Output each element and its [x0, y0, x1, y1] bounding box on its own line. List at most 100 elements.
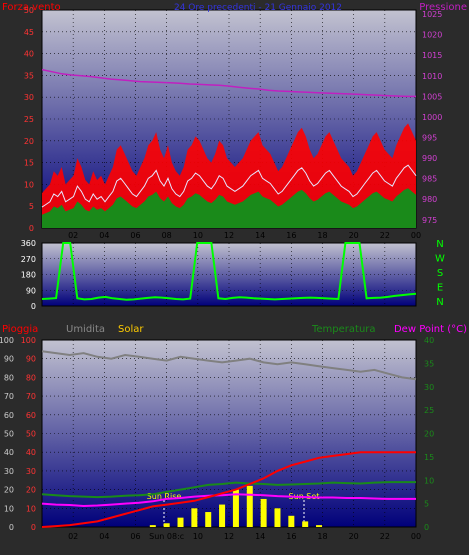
solar-bar — [219, 504, 226, 527]
rain-line — [41, 451, 416, 528]
y-tick-label-direction: 270 — [21, 255, 36, 264]
y-tick-label-humidity: 40 — [4, 448, 14, 457]
y-tick-label-temperature: 35 — [424, 359, 434, 368]
x-tick-label: 12 — [224, 532, 234, 541]
y-tick-label-pressure: 995 — [422, 134, 437, 143]
cardinal-label: W — [435, 254, 445, 265]
x-tick-label: 06 — [130, 231, 140, 240]
y-tick-label-pressure: 1020 — [422, 31, 442, 40]
y-tick-label-wind: 0 — [29, 224, 34, 233]
solar-bar — [163, 523, 170, 527]
y-tick-label-wind: 30 — [24, 93, 34, 102]
y-tick-label-wind: 45 — [24, 28, 34, 37]
y-tick-label-rain: 100 — [21, 336, 36, 345]
solar-bar — [149, 525, 156, 527]
x-tick-label: 16 — [286, 532, 296, 541]
y-tick-label-temperature: 40 — [424, 336, 434, 345]
y-tick-label-temperature: 20 — [424, 430, 434, 439]
legend-humidity: Umidita — [66, 324, 105, 335]
chart-marks: 0510152025303540455097598098599099510001… — [0, 6, 445, 541]
y-tick-label-direction: 0 — [31, 302, 36, 311]
y-tick-label-pressure: 980 — [422, 195, 437, 204]
legend-temperature: Temperatura — [311, 324, 376, 335]
x-tick-label: 10 — [193, 532, 203, 541]
y-tick-label-rain: 20 — [26, 486, 36, 495]
y-tick-label-rain: 30 — [26, 467, 36, 476]
y-tick-label-temperature: 5 — [424, 500, 429, 509]
y-tick-label-humidity: 80 — [4, 373, 14, 382]
x-tick-label: 16 — [286, 231, 296, 240]
x-tick-label: 20 — [349, 532, 359, 541]
solar-bar — [246, 485, 253, 527]
cardinal-label: N — [436, 239, 443, 250]
solar-bar — [177, 517, 184, 527]
wind-average-line — [41, 164, 417, 208]
cardinal-label: E — [437, 283, 443, 294]
solar-bar — [191, 508, 198, 527]
y-tick-label-wind: 25 — [24, 115, 34, 124]
x-tick-label: 20 — [349, 231, 359, 240]
y-tick-label-wind: 40 — [24, 50, 34, 59]
y-tick-label-wind: 15 — [24, 159, 34, 168]
y-tick-label-humidity: 0 — [9, 523, 14, 532]
y-tick-label-pressure: 1010 — [422, 72, 442, 81]
dew-point-line — [41, 493, 416, 508]
x-tick-label: 14 — [255, 231, 265, 240]
x-tick-label: 04 — [99, 532, 109, 541]
y-tick-label-humidity: 30 — [4, 467, 14, 476]
solar-bar — [274, 508, 281, 527]
y-tick-label-rain: 10 — [26, 504, 36, 513]
x-tick-label: 10 — [193, 231, 203, 240]
x-tick-label: 14 — [255, 532, 265, 541]
x-tick-label: 22 — [380, 532, 390, 541]
x-tick-label: Sun 08:c — [149, 532, 184, 541]
y-tick-label-direction: 90 — [26, 286, 36, 295]
legend-dew-point: Dew Point (°C) — [394, 324, 467, 335]
y-tick-label-rain: 40 — [26, 448, 36, 457]
y-tick-label-temperature: 25 — [424, 406, 434, 415]
y-tick-label-wind: 20 — [24, 137, 34, 146]
y-tick-label-pressure: 975 — [422, 216, 437, 225]
x-tick-label: 12 — [224, 231, 234, 240]
y-tick-label-rain: 50 — [26, 430, 36, 439]
y-tick-label-pressure: 985 — [422, 175, 437, 184]
x-tick-label: 18 — [317, 532, 327, 541]
y-tick-label-humidity: 100 — [0, 336, 14, 345]
y-tick-label-humidity: 90 — [4, 355, 14, 364]
y-tick-label-humidity: 20 — [4, 486, 14, 495]
x-tick-label: 02 — [68, 532, 78, 541]
x-tick-label: 00 — [411, 231, 421, 240]
y-tick-label-rain: 90 — [26, 355, 36, 364]
cardinal-label: S — [437, 268, 443, 279]
y-tick-label-humidity: 70 — [4, 392, 14, 401]
sun-rise-label: Sun Rise — [147, 492, 182, 501]
cardinal-label: N — [436, 297, 443, 308]
x-tick-label: 06 — [130, 532, 140, 541]
y-tick-label-pressure: 1000 — [422, 113, 442, 122]
legend-pressure: Pressione — [419, 2, 467, 13]
y-tick-label-direction: 360 — [21, 239, 36, 248]
x-tick-label: 22 — [380, 231, 390, 240]
y-tick-label-pressure: 990 — [422, 154, 437, 163]
x-tick-label: 00 — [411, 532, 421, 541]
solar-bar — [302, 521, 309, 527]
y-tick-label-temperature: 30 — [424, 383, 434, 392]
legend-rain: Pioggia — [2, 324, 38, 335]
y-tick-label-wind: 5 — [29, 202, 34, 211]
y-tick-label-rain: 0 — [31, 523, 36, 532]
x-tick-label: 18 — [317, 231, 327, 240]
solar-bar — [232, 489, 239, 527]
temperature-line — [41, 481, 416, 499]
y-tick-label-humidity: 10 — [4, 504, 14, 513]
y-tick-label-pressure: 1015 — [422, 51, 442, 60]
y-tick-label-pressure: 1025 — [422, 10, 442, 19]
y-tick-label-temperature: 0 — [424, 523, 429, 532]
x-tick-label: 04 — [99, 231, 109, 240]
y-tick-label-temperature: 10 — [424, 476, 434, 485]
wind-direction-line — [41, 242, 417, 301]
y-tick-label-rain: 60 — [26, 411, 36, 420]
legend-solar: Solar — [118, 324, 144, 335]
legend-wind-speed: Forza vento — [2, 2, 61, 13]
